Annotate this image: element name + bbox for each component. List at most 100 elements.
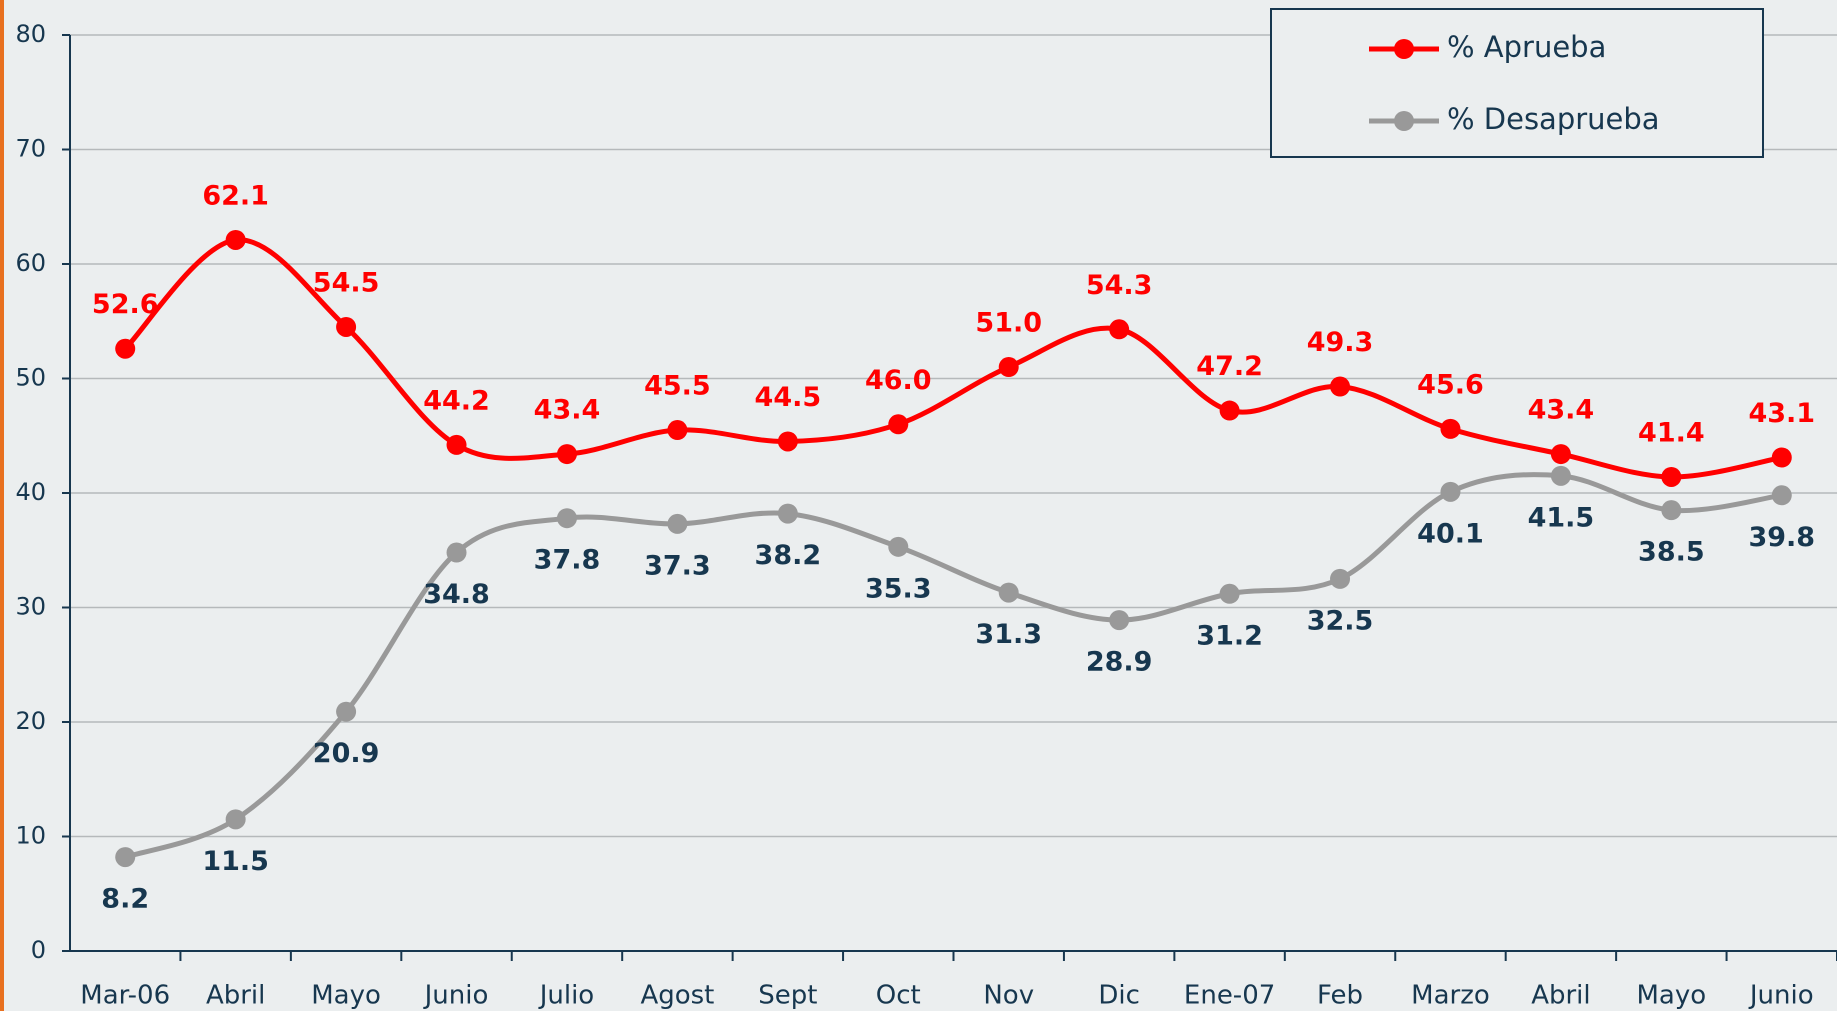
data-point [336,701,357,722]
data-point [1661,500,1682,521]
data-point [998,582,1019,603]
data-point [446,542,467,563]
data-label: 43.4 [1528,395,1595,426]
data-point [888,536,909,557]
data-label: 44.2 [423,385,490,416]
y-tick-label: 60 [15,249,46,277]
data-point [225,809,246,830]
data-label: 28.9 [1086,647,1153,678]
data-point [1440,418,1461,439]
data-point [667,513,688,534]
x-tick-label: Mar-06 [80,981,170,1011]
data-label: 54.5 [313,267,380,298]
data-label: 45.5 [644,371,711,402]
x-tick-label: Mayo [311,981,381,1011]
data-label: 38.2 [755,540,822,571]
data-label: 46.0 [865,365,932,396]
data-point [998,357,1019,378]
data-label: 52.6 [92,289,159,320]
y-tick-label: 50 [15,364,46,392]
data-point [225,229,246,250]
data-point [1661,466,1682,487]
data-point [1440,481,1461,502]
x-tick-label: Abril [1531,981,1590,1011]
x-tick-label: Abril [206,981,265,1011]
data-point [1219,400,1240,421]
data-label: 20.9 [313,738,380,769]
data-label: 31.3 [975,619,1042,650]
data-label: 44.5 [755,382,822,413]
data-label: 45.6 [1417,369,1484,400]
data-label: 37.3 [644,550,711,581]
y-tick-label: 0 [31,936,46,964]
data-point [336,316,357,337]
data-point [1109,610,1130,631]
data-point [1330,376,1351,397]
x-tick-label: Feb [1317,981,1363,1011]
x-tick-label: Julio [538,981,595,1011]
data-point [888,414,909,435]
data-label: 47.2 [1196,351,1263,382]
data-point [667,420,688,441]
x-tick-label: Agost [640,981,714,1011]
legend-label: % Aprueba [1447,30,1606,64]
y-tick-label: 30 [15,593,46,621]
data-point [1219,583,1240,604]
data-label: 41.5 [1528,502,1595,533]
data-point [556,508,577,529]
data-point [556,444,577,465]
data-label: 51.0 [975,308,1042,339]
data-point [1550,465,1571,486]
data-label: 11.5 [202,846,269,877]
x-tick-label: Sept [758,981,817,1011]
data-label: 62.1 [202,180,269,211]
legend-label: % Desaprueba [1447,102,1660,136]
data-label: 43.1 [1748,398,1815,429]
data-point [115,847,136,868]
y-tick-label: 10 [15,822,46,850]
data-label: 8.2 [101,884,149,915]
data-label: 37.8 [534,545,601,576]
data-label: 31.2 [1196,620,1263,651]
x-tick-label: Nov [983,981,1034,1011]
y-tick-label: 70 [15,135,46,163]
data-label: 32.5 [1307,605,1374,636]
x-tick-label: Mayo [1637,981,1707,1011]
x-tick-label: Marzo [1411,981,1490,1011]
x-tick-label: Junio [423,981,489,1011]
x-tick-label: Junio [1748,981,1814,1011]
x-tick-label: Ene-07 [1184,981,1275,1011]
data-label: 38.5 [1638,537,1705,568]
y-tick-label: 20 [15,707,46,735]
data-label: 41.4 [1638,417,1705,448]
x-tick-label: Oct [876,981,921,1011]
legend-marker [1394,111,1414,131]
series-line [124,472,1783,860]
y-tick-label: 40 [15,478,46,506]
data-label: 54.3 [1086,270,1153,301]
series-line [123,237,1783,480]
data-point [115,338,136,359]
data-point [777,503,798,524]
x-tick-label: Dic [1098,981,1140,1011]
data-label: 34.8 [423,579,490,610]
data-point [1109,319,1130,340]
data-point [1550,444,1571,465]
data-point [1771,447,1792,468]
data-label: 49.3 [1307,327,1374,358]
left-border [0,0,4,1011]
data-point [777,431,798,452]
data-label: 35.3 [865,573,932,604]
legend-marker [1394,39,1414,59]
data-label: 40.1 [1417,518,1484,549]
legend-box [1270,8,1764,158]
data-point [446,434,467,455]
y-tick-label: 80 [15,20,46,48]
data-label: 43.4 [534,395,601,426]
data-label: 39.8 [1748,522,1815,553]
data-point [1330,568,1351,589]
data-point [1771,485,1792,506]
